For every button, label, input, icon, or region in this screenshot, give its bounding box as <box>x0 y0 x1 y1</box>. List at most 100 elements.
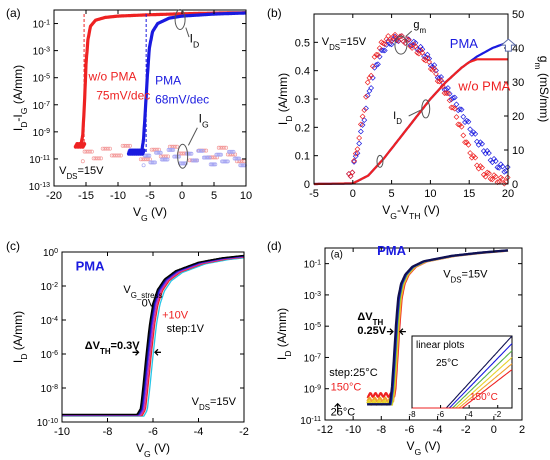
gm-point <box>460 113 467 120</box>
gm-point <box>494 179 501 186</box>
id-point <box>82 142 87 147</box>
panel-label-d: (d) <box>267 239 282 253</box>
gm-point <box>465 118 472 125</box>
ig-point <box>118 153 123 158</box>
stress-curve-0V <box>62 254 245 416</box>
label-plus10v: +10V <box>162 309 189 321</box>
label-id: ID <box>190 31 200 49</box>
x-tick-label: 0 <box>179 190 185 202</box>
y-tick-label: 10-5 <box>33 73 50 85</box>
ig-point <box>124 143 129 148</box>
gm-point <box>422 54 429 60</box>
gm-point <box>361 107 368 113</box>
ig-point <box>211 155 216 160</box>
x-tick-label: 0 <box>350 188 356 200</box>
gm-point <box>484 147 491 154</box>
gm-point <box>450 95 456 101</box>
panel-c: -10 -8 -6 -4 -2 10-10 10-8 10-6 10-4 10-2 100 PMA VG… <box>6 239 249 459</box>
inset-label-150c: 150°C <box>470 392 498 403</box>
ig-point <box>240 159 245 164</box>
y-tick-label: 10-10 <box>37 418 58 430</box>
gm-point <box>468 130 475 137</box>
ig-point <box>80 159 85 164</box>
marker-ellipse <box>376 154 384 168</box>
ig-point <box>198 148 203 153</box>
stress-curve-7V <box>62 256 245 417</box>
ig-point <box>224 145 229 150</box>
gm-point <box>347 173 354 180</box>
y-axis-label: ID (A/mm) <box>275 308 293 360</box>
gm-point <box>451 105 458 112</box>
ig-point <box>211 162 215 167</box>
ig-point <box>234 156 239 161</box>
gm-point <box>443 86 450 93</box>
ig-point <box>232 156 237 161</box>
y-axis-label: ID-IG (A/mm) <box>11 65 29 131</box>
x-tick-label: 10 <box>424 188 436 200</box>
gm-point <box>487 176 494 182</box>
gm-point <box>381 41 388 47</box>
x-axis-label: VG (V) <box>133 205 167 223</box>
ig-point <box>222 159 227 164</box>
panel-label-b: (b) <box>267 6 282 20</box>
gm-point <box>369 63 376 70</box>
gm-scatter-1 <box>346 31 511 187</box>
ig-point <box>93 156 98 161</box>
y-tick-label: 0 <box>304 179 310 191</box>
gm-point <box>419 46 426 53</box>
ig-point <box>214 152 219 157</box>
y-tick-label: 10-7 <box>304 353 321 365</box>
gm-point <box>479 140 485 147</box>
gm-point <box>363 105 369 112</box>
label-vds: VDS=15V <box>443 269 488 285</box>
gm-point <box>412 43 419 50</box>
marker-ellipse <box>394 35 408 55</box>
y-tick-label: 10-9 <box>304 384 321 396</box>
ig-point <box>146 157 151 162</box>
inset-title: linear plots <box>416 340 464 351</box>
x-tick-label: -20 <box>46 190 62 202</box>
gm-point <box>381 47 388 54</box>
ig-point <box>238 163 243 168</box>
ig-point <box>150 160 155 165</box>
label-pma: PMA <box>450 36 479 51</box>
y2-tick-label: 0 <box>512 179 518 191</box>
gm-point <box>359 113 366 120</box>
inset-x-tick-label: -2 <box>494 410 502 419</box>
ig-point <box>180 151 185 156</box>
gm-point <box>354 150 361 157</box>
ig-point <box>216 145 221 150</box>
ig-scatter-1 <box>141 147 247 168</box>
gm-point <box>453 114 460 120</box>
gm-point <box>438 77 445 84</box>
arrow-right-icon <box>386 328 394 336</box>
gm-point <box>501 168 508 175</box>
ig-point <box>175 144 180 149</box>
label-ig: IG <box>199 111 209 129</box>
label-150c: 150°C <box>331 381 362 393</box>
gm-point <box>472 154 479 161</box>
gm-point <box>448 104 455 111</box>
ig-point <box>228 149 233 154</box>
ig-point <box>127 143 132 148</box>
gm-point <box>373 51 380 58</box>
y2-tick-label: 40 <box>512 43 524 55</box>
gm-point <box>414 49 421 56</box>
gm-point <box>417 47 424 54</box>
ig-point <box>120 143 125 148</box>
gm-point <box>388 38 395 44</box>
label-id: ID <box>393 110 402 126</box>
gm-point <box>375 52 381 58</box>
gm-point <box>455 121 462 128</box>
gm-point <box>375 61 381 68</box>
ig-point <box>88 149 93 154</box>
gm-point <box>376 53 383 60</box>
ig-point <box>100 146 105 151</box>
gm-point <box>351 158 357 165</box>
gm-point <box>486 150 492 157</box>
ig-point <box>84 149 89 154</box>
label-vg-stress: VG_stress <box>123 284 162 300</box>
id-curve-1 <box>126 11 248 154</box>
label-wo-pma: w/o PMA <box>88 69 137 83</box>
gm-point <box>380 40 386 47</box>
